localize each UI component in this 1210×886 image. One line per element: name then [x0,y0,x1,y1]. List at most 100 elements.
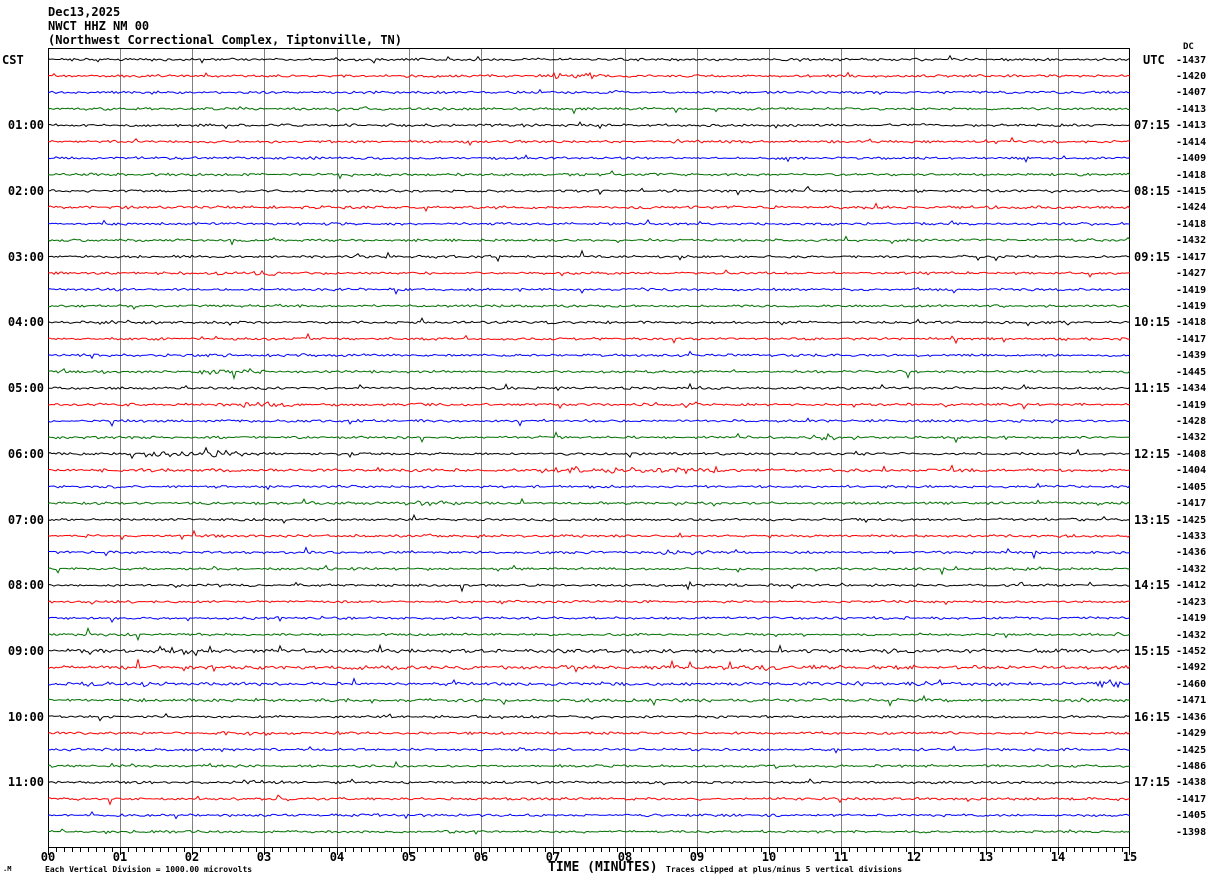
dc-offset-value: -1417 [1176,252,1207,263]
seismogram-trace [48,417,1130,427]
seismogram-trace [48,529,1130,541]
seismogram-trace [48,677,1130,689]
seismogram-trace [48,464,1130,475]
cst-hour-label: 09:00 [7,644,44,658]
cst-hour-label: 01:00 [7,118,44,132]
seismogram-trace [48,249,1130,263]
utc-hour-label: 13:15 [1134,513,1171,527]
utc-hour-label: 11:15 [1134,381,1171,395]
utc-hour-label: 15:15 [1134,644,1171,658]
watermark-mark: .M [3,865,12,873]
seismogram-trace [48,643,1130,657]
seismogram-trace [48,580,1130,593]
utc-hour-label: 16:15 [1134,710,1171,724]
utc-hour-label: 07:15 [1134,118,1171,132]
dc-offset-value: -1427 [1176,268,1207,279]
dc-offset-value: -1405 [1176,810,1207,821]
seismogram-trace [48,497,1130,507]
seismogram-trace [48,350,1130,360]
seismogram-trace [48,317,1130,327]
cst-hour-label: 04:00 [7,315,44,329]
utc-hour-label: 08:15 [1134,184,1171,198]
cst-hour-label: 06:00 [7,447,44,461]
dc-offset-value: -1412 [1176,580,1207,591]
dc-offset-value: -1434 [1176,383,1207,394]
helicorder-plot [48,48,1130,860]
seismogram-trace [48,659,1130,673]
seismogram-trace [48,745,1130,754]
seismogram-trace [48,136,1130,147]
seismogram-trace [48,431,1130,444]
utc-hour-label: 10:15 [1134,315,1171,329]
seismogram-trace [48,88,1130,95]
seismogram-trace [48,303,1130,310]
x-tick-label: 00 [40,850,56,864]
x-tick-label: 08 [617,850,633,864]
seismogram-trace [48,513,1130,524]
seismogram-trace [48,482,1130,491]
dc-axis-header: DC [1183,42,1194,52]
seismogram-trace [48,760,1130,769]
x-tick-label: 11 [833,850,849,864]
seismogram-trace [48,235,1130,246]
seismogram-trace [48,626,1130,642]
cst-hour-label: 07:00 [7,513,44,527]
seismogram-trace [48,71,1130,80]
x-tick-label: 04 [329,850,345,864]
dc-offset-value: -1429 [1176,728,1207,739]
seismogram-trace [48,564,1130,576]
seismogram-trace [48,170,1130,180]
x-tick-label: 12 [906,850,922,864]
dc-offset-value: -1417 [1176,498,1207,509]
cst-hour-label: 03:00 [7,250,44,264]
seismogram-trace [48,382,1130,392]
cst-hour-label: 11:00 [7,775,44,789]
cst-hour-label: 08:00 [7,578,44,592]
dc-offset-value: -1420 [1176,71,1207,82]
dc-offset-value: -1439 [1176,350,1207,361]
title-station-code: NWCT HHZ NM 00 [48,19,150,33]
seismogram-trace [48,367,1130,381]
x-tick-label: 10 [761,850,777,864]
seismogram-trace [48,202,1130,213]
dc-offset-value: -1432 [1176,432,1207,443]
x-tick-label: 06 [473,850,489,864]
dc-offset-value: -1423 [1176,597,1207,608]
utc-hour-label: 09:15 [1134,250,1171,264]
cst-axis-header: CST [2,53,24,67]
seismogram-trace [48,332,1130,345]
seismogram-trace [48,694,1130,707]
seismogram-trace [48,106,1130,115]
dc-offset-value: -1471 [1176,695,1207,706]
dc-offset-value: -1414 [1176,137,1207,148]
clip-note: Traces clipped at plus/minus 5 vertical … [666,865,903,874]
dc-offset-value: -1409 [1176,153,1207,164]
dc-offset-value: -1407 [1176,87,1207,98]
dc-offset-value: -1438 [1176,777,1207,788]
dc-offset-value: -1436 [1176,712,1207,723]
seismogram-trace [48,185,1130,196]
dc-offset-value: -1419 [1176,301,1207,312]
seismogram-trace [48,778,1130,786]
dc-offset-value: -1408 [1176,449,1207,460]
x-tick-label: 13 [978,850,994,864]
seismogram-trace [48,546,1130,560]
seismogram-trace [48,286,1130,296]
title-date: Dec13,2025 [48,5,121,19]
seismogram-trace [48,712,1130,722]
x-tick-label: 14 [1050,850,1066,864]
dc-offset-value: -1417 [1176,334,1207,345]
cst-hour-label: 10:00 [7,710,44,724]
x-tick-label: 07 [545,850,561,864]
dc-offset-value: -1432 [1176,564,1207,575]
seismogram-trace [48,121,1130,130]
dc-offset-value: -1486 [1176,761,1207,772]
dc-offset-value: -1433 [1176,531,1207,542]
seismogram-canvas [48,48,1130,855]
dc-offset-value: -1425 [1176,515,1207,526]
utc-hour-label: 14:15 [1134,578,1171,592]
dc-offset-value: -1428 [1176,416,1207,427]
dc-offset-value: -1445 [1176,367,1207,378]
utc-hour-label: 12:15 [1134,447,1171,461]
seismogram-trace [48,54,1130,64]
